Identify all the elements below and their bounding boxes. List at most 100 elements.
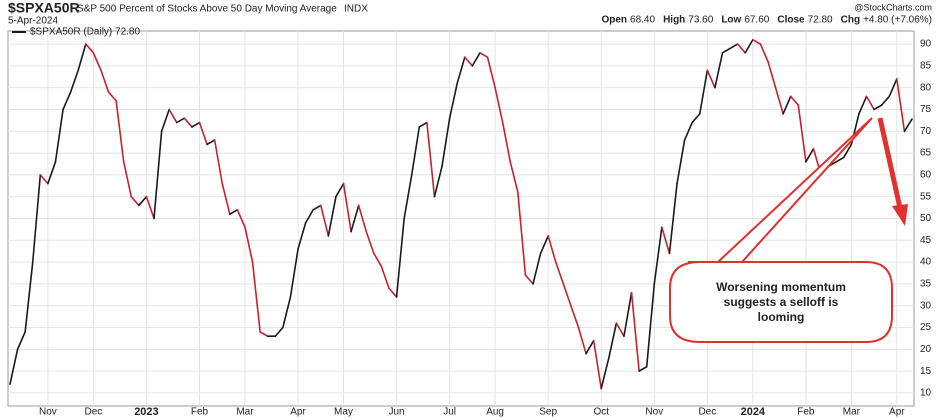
line-segment	[433, 165, 443, 198]
y-tick-label: 35	[920, 279, 932, 290]
quote-name: High	[663, 15, 685, 26]
line-segment	[198, 121, 208, 146]
x-tick-label: Dec	[698, 407, 716, 418]
y-tick-label: 60	[920, 170, 932, 181]
x-tick-label: Feb	[797, 407, 815, 418]
x-tick-label: Aug	[486, 407, 504, 418]
line-segment	[191, 121, 201, 128]
line-segment	[107, 91, 117, 102]
line-segment	[130, 195, 140, 207]
line-segment	[623, 291, 633, 338]
line-segment	[229, 208, 239, 215]
x-tick-label: May	[334, 407, 353, 418]
line-segment	[77, 43, 87, 72]
line-segment	[789, 95, 800, 106]
line-segment	[691, 113, 701, 124]
line-segment	[213, 139, 224, 185]
line-segment	[706, 69, 716, 89]
line-segment	[282, 296, 292, 329]
annotation-line: suggests a selloff is	[724, 295, 839, 309]
line-segment	[782, 95, 792, 115]
line-segment	[426, 121, 436, 198]
trend-arrow	[877, 117, 903, 209]
symbol: $SPXA50R	[8, 0, 80, 16]
x-tick-label: 2024	[741, 406, 766, 418]
y-tick-label: 70	[920, 126, 932, 137]
line-segment	[714, 52, 724, 89]
line-segment	[312, 204, 322, 211]
line-segment	[100, 69, 110, 93]
line-segment	[297, 222, 307, 250]
line-segment	[517, 191, 527, 276]
line-segment	[903, 118, 913, 133]
legend-entry: $SPXA50R (Daily) 72.80	[30, 27, 140, 38]
line-segment	[759, 43, 769, 63]
line-segment	[304, 208, 314, 224]
line-segment	[357, 204, 368, 233]
line-segment	[471, 52, 481, 67]
y-tick-label: 55	[920, 191, 932, 202]
line-segment	[842, 143, 853, 159]
y-tick-label: 85	[920, 61, 932, 72]
line-segment	[456, 56, 466, 85]
line-segment	[9, 348, 19, 385]
line-segment	[661, 226, 671, 255]
line-segment	[797, 104, 807, 163]
line-segment	[562, 283, 572, 307]
line-segment	[888, 78, 898, 98]
line-segment	[653, 226, 663, 285]
exchange: INDX	[344, 4, 368, 15]
line-segment	[486, 56, 496, 89]
line-segment	[122, 161, 133, 198]
line-segment	[721, 47, 731, 54]
line-segment	[577, 326, 587, 355]
line-segment	[805, 147, 815, 163]
line-segment	[744, 38, 754, 54]
line-segment	[752, 38, 762, 45]
line-segment	[896, 78, 906, 133]
x-tick-label: Apr	[290, 407, 306, 418]
line-segment	[251, 261, 261, 333]
line-segment	[479, 52, 489, 58]
line-segment	[736, 43, 747, 54]
quote-value: 73.60	[688, 15, 713, 26]
line-segment	[767, 60, 777, 89]
x-tick-label: Jun	[389, 407, 405, 418]
line-segment	[39, 174, 49, 185]
line-segment	[160, 108, 170, 133]
line-segment	[585, 339, 595, 355]
line-segment	[373, 252, 383, 268]
y-tick-label: 15	[920, 366, 932, 377]
line-segment	[509, 161, 519, 194]
x-tick-label: Dec	[84, 407, 102, 418]
x-tick-label: Mar	[236, 407, 254, 418]
line-segment	[388, 287, 398, 298]
line-segment	[403, 174, 413, 220]
line-segment	[645, 283, 656, 368]
line-segment	[532, 252, 542, 285]
line-segment	[365, 230, 375, 255]
line-segment	[501, 121, 512, 163]
line-segment	[244, 226, 254, 263]
quote-value: +4.80 (+7.06%)	[863, 15, 932, 26]
line-segment	[138, 195, 148, 207]
x-tick-label: Mar	[843, 407, 861, 418]
line-segment	[16, 331, 26, 351]
quote-name: Low	[721, 15, 741, 26]
line-segment	[145, 195, 155, 220]
line-segment	[84, 43, 95, 54]
line-segment	[47, 161, 57, 185]
line-segment	[570, 304, 580, 329]
date: 5-Apr-2024	[8, 16, 58, 27]
line-segment	[873, 104, 883, 111]
line-segment	[24, 261, 34, 333]
x-tick-label: Oct	[593, 407, 609, 418]
line-segment	[524, 274, 534, 285]
watermark: @StockCharts.com	[854, 2, 932, 12]
line-segment	[168, 108, 178, 124]
line-segment	[274, 326, 284, 338]
line-segment	[668, 182, 678, 255]
line-segment	[880, 95, 891, 106]
quote-value: 68.40	[630, 15, 655, 26]
